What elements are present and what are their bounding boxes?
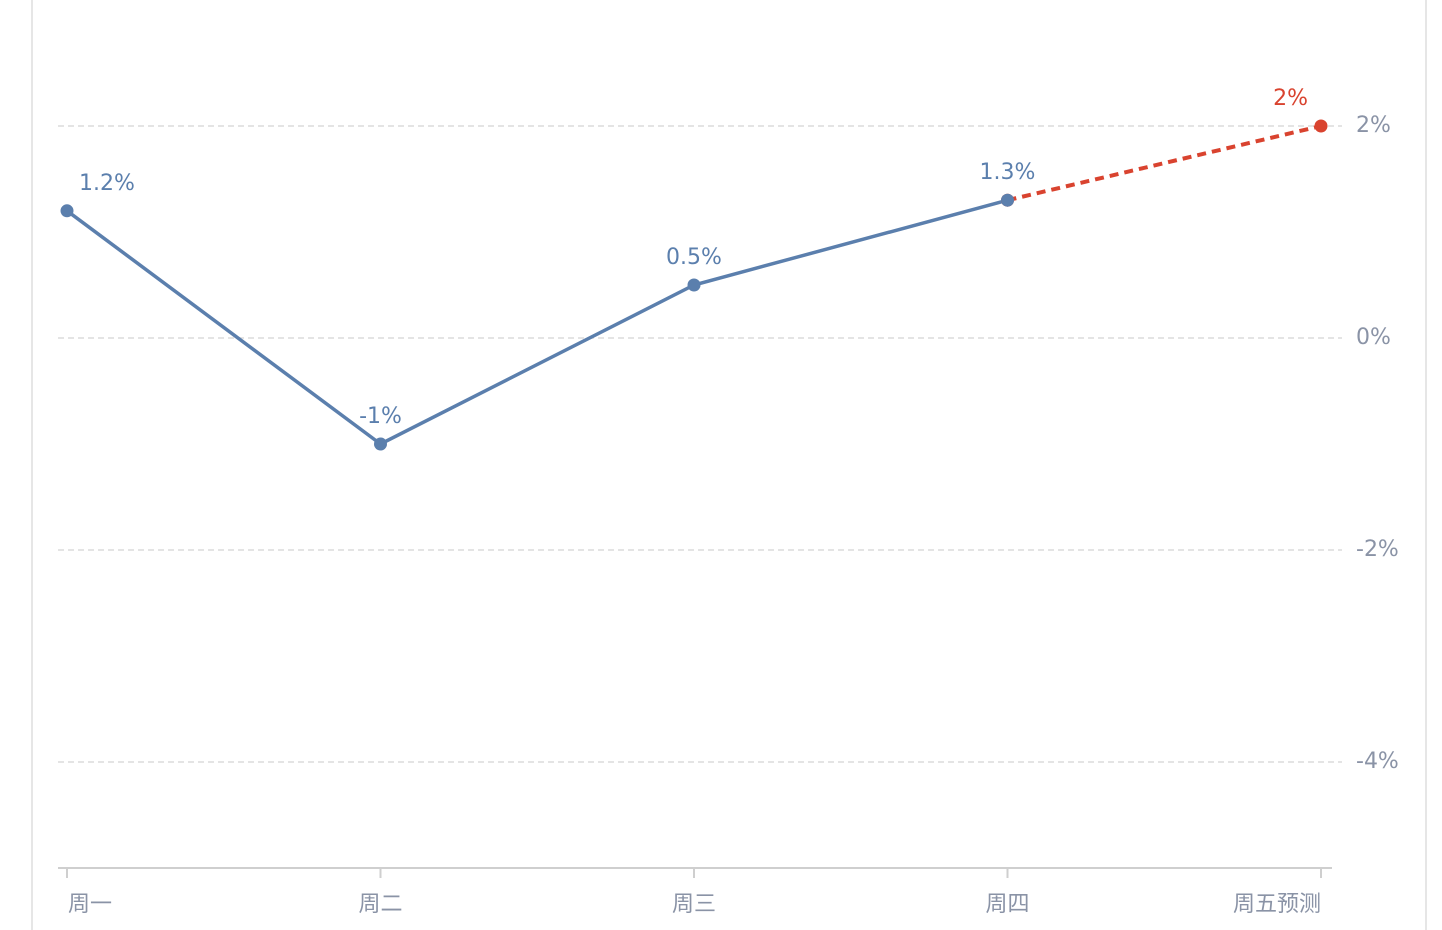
line [65, 198, 1008, 447]
x-tick-label: 周三 [672, 892, 716, 917]
line [1007, 124, 1322, 203]
y-tick-label: -2% [1356, 537, 1399, 562]
data-label: -1% [359, 404, 402, 429]
data-label: 1.3% [980, 160, 1036, 185]
y-tick-label: 2% [1356, 113, 1391, 138]
x-tick-label: 周二 [358, 892, 402, 917]
data-label: 0.5% [666, 245, 722, 270]
data-label: 1.2% [79, 171, 135, 196]
marker [374, 437, 387, 451]
x-tick-label: 周五预测 [1233, 892, 1321, 917]
data-label: 2% [1273, 86, 1308, 111]
y-tick-label: -4% [1356, 749, 1399, 774]
marker [687, 278, 701, 292]
marker [1001, 193, 1014, 207]
x-tick-label: 周四 [985, 892, 1029, 917]
marker [1314, 119, 1328, 133]
y-tick-label: 0% [1356, 325, 1391, 350]
x-tick-label: 周一 [68, 892, 112, 917]
marker [60, 204, 74, 218]
